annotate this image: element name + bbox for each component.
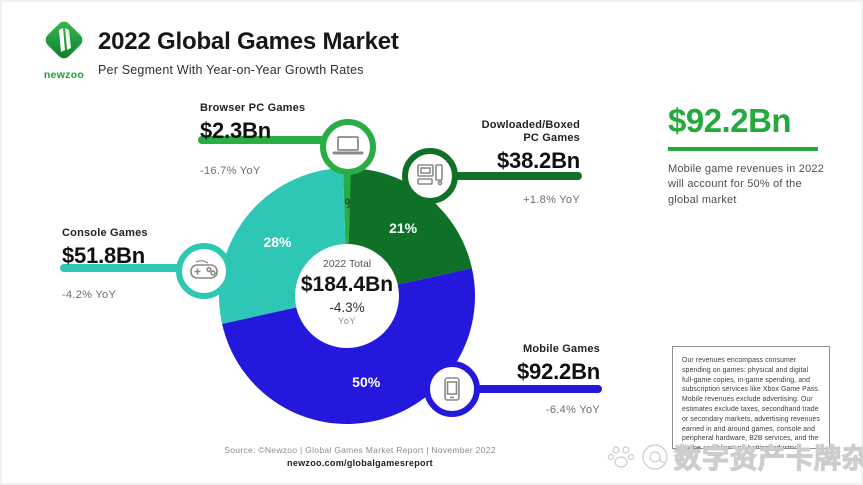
gamepad-icon [190, 260, 218, 279]
segment-value: $51.8Bn [62, 243, 145, 269]
segment-label: Console Games [62, 227, 148, 239]
donut-segments: 1%21%50%28% [219, 168, 475, 425]
source-block: Source: ©Newzoo | Global Games Market Re… [150, 445, 570, 468]
donut-segment [222, 268, 475, 425]
segment-value: $38.2Bn [497, 148, 580, 174]
callout-browser-pc-games: Browser PC Games $2.3Bn -16.7% YoY [200, 102, 305, 177]
smartphone-icon [444, 377, 460, 401]
laptop-icon [332, 136, 364, 155]
source-url: newzoo.com/globalgamesreport [287, 458, 433, 468]
desktop-pc-icon [417, 164, 443, 186]
console-circle [176, 243, 232, 299]
center-growth-value: -4.3% [329, 300, 365, 315]
donut-percent-label: 21% [389, 220, 418, 236]
donut-segment [219, 168, 346, 324]
methodology-disclaimer-box: Our revenues encompass consumer spending… [672, 346, 830, 449]
highlight-underline [668, 147, 818, 151]
callout-mobile-games: Mobile Games $92.2Bn -6.4% YoY [440, 343, 600, 416]
segment-label-line2: PC Games [523, 132, 580, 145]
newzoo-logo-text: newzoo [43, 69, 85, 81]
mobile-highlight-panel: $92.2Bn Mobile game revenues in 2022 wil… [668, 102, 838, 208]
segment-label-line1: Dowloaded/Boxed [481, 119, 580, 131]
boxed-connector [402, 148, 458, 204]
console-connector [176, 243, 232, 299]
mobile-connector [424, 361, 480, 417]
page-title: 2022 Global Games Market [98, 28, 399, 55]
segment-label: Mobile Games [523, 343, 600, 355]
center-total-value: $184.4Bn [300, 273, 394, 296]
segment-label: Browser PC Games [200, 102, 306, 114]
donut-center-label: 2022 Total $184.4Bn -4.3% YoY [267, 258, 427, 326]
segment-yoy: -4.2% YoY [62, 289, 117, 302]
segment-value: $92.2Bn [517, 359, 600, 385]
donut-percent-label: 50% [352, 374, 381, 390]
newzoo-logo: newzoo [36, 18, 92, 81]
donut-segment [342, 168, 352, 245]
page-subtitle: Per Segment With Year-on-Year Growth Rat… [98, 63, 364, 77]
source-text: Source: ©Newzoo | Global Games Market Re… [224, 445, 496, 455]
highlight-value: $92.2Bn [668, 102, 792, 139]
newzoo-logo-icon [45, 21, 83, 59]
donut-percent-label: 28% [263, 234, 292, 250]
callout-console-games: Console Games $51.8Bn -4.2% YoY [62, 227, 148, 301]
segment-yoy: +1.8% YoY [523, 194, 580, 207]
highlight-description: Mobile game revenues in 2022 will accoun… [668, 163, 825, 206]
browser-connector [320, 119, 376, 175]
center-growth-unit: YoY [338, 316, 356, 326]
segment-value: $2.3Bn [200, 118, 271, 144]
donut-segment [348, 168, 472, 285]
callout-downloaded-boxed-pc-games: Dowloaded/Boxed PC Games $38.2Bn +1.8% Y… [420, 119, 581, 207]
center-total-caption: 2022 Total [322, 258, 372, 270]
mobile-circle [424, 361, 480, 417]
segment-yoy: -16.7% YoY [200, 165, 261, 178]
segment-yoy: -6.4% YoY [545, 404, 600, 417]
browser-circle [320, 119, 376, 175]
